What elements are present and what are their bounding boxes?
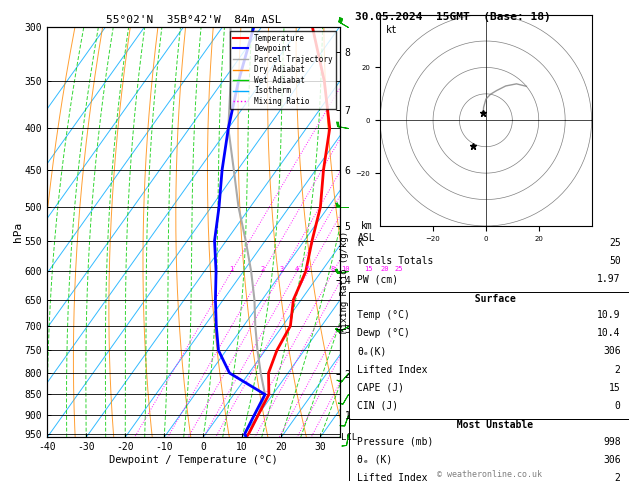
Text: kt: kt xyxy=(386,25,398,35)
Text: 25: 25 xyxy=(609,238,621,248)
Text: PW (cm): PW (cm) xyxy=(357,275,399,284)
Text: 5: 5 xyxy=(306,266,310,272)
Text: 10: 10 xyxy=(341,266,350,272)
Text: 15: 15 xyxy=(609,382,621,393)
Text: Dewp (°C): Dewp (°C) xyxy=(357,329,410,338)
Text: 998: 998 xyxy=(603,436,621,447)
Text: © weatheronline.co.uk: © weatheronline.co.uk xyxy=(437,469,542,479)
Text: 8: 8 xyxy=(331,266,335,272)
Text: Surface: Surface xyxy=(462,294,516,304)
Text: 306: 306 xyxy=(603,347,621,357)
Text: 20: 20 xyxy=(381,266,389,272)
Text: 15: 15 xyxy=(364,266,372,272)
Text: CIN (J): CIN (J) xyxy=(357,400,399,411)
Text: θₑ (K): θₑ (K) xyxy=(357,454,392,465)
Text: 1: 1 xyxy=(229,266,233,272)
Text: 4: 4 xyxy=(294,266,299,272)
Text: Mixing Ratio (g/kg): Mixing Ratio (g/kg) xyxy=(340,231,349,333)
Title: 55°02'N  35B°42'W  84m ASL: 55°02'N 35B°42'W 84m ASL xyxy=(106,15,281,25)
Text: 30.05.2024  15GMT  (Base: 18): 30.05.2024 15GMT (Base: 18) xyxy=(355,12,551,22)
Text: θₑ(K): θₑ(K) xyxy=(357,347,387,357)
Text: 50: 50 xyxy=(609,257,621,266)
Text: 3: 3 xyxy=(280,266,284,272)
Text: Lifted Index: Lifted Index xyxy=(357,472,428,483)
Text: 2: 2 xyxy=(615,472,621,483)
Text: Pressure (mb): Pressure (mb) xyxy=(357,436,434,447)
Text: Most Unstable: Most Unstable xyxy=(445,420,533,430)
X-axis label: Dewpoint / Temperature (°C): Dewpoint / Temperature (°C) xyxy=(109,455,278,465)
Text: Totals Totals: Totals Totals xyxy=(357,257,434,266)
Text: CAPE (J): CAPE (J) xyxy=(357,382,404,393)
Text: 25: 25 xyxy=(394,266,403,272)
Text: 2: 2 xyxy=(615,364,621,375)
Y-axis label: km
ASL: km ASL xyxy=(359,221,376,243)
Text: 10.4: 10.4 xyxy=(597,329,621,338)
Text: 1.97: 1.97 xyxy=(597,275,621,284)
Text: Lifted Index: Lifted Index xyxy=(357,364,428,375)
Text: K: K xyxy=(357,238,364,248)
Legend: Temperature, Dewpoint, Parcel Trajectory, Dry Adiabat, Wet Adiabat, Isotherm, Mi: Temperature, Dewpoint, Parcel Trajectory… xyxy=(230,31,336,109)
Text: 0: 0 xyxy=(615,400,621,411)
Text: LCL: LCL xyxy=(341,433,357,442)
Text: Temp (°C): Temp (°C) xyxy=(357,311,410,320)
Text: 306: 306 xyxy=(603,454,621,465)
Text: 2: 2 xyxy=(260,266,265,272)
Y-axis label: hPa: hPa xyxy=(13,222,23,242)
Text: 10.9: 10.9 xyxy=(597,311,621,320)
